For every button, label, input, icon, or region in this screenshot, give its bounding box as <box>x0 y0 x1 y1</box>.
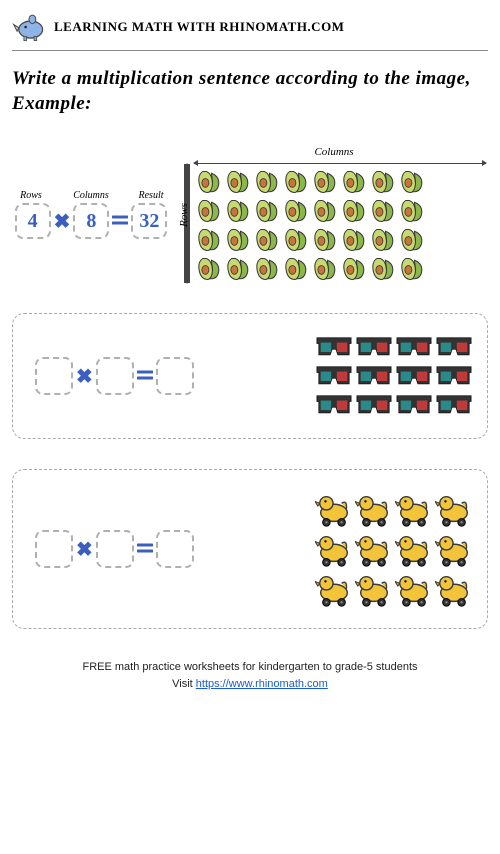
avocado-icon <box>339 226 367 254</box>
example-result-box: 32 <box>131 203 167 239</box>
example-item-grid <box>194 168 488 283</box>
equals-op <box>137 365 153 388</box>
avocado-icon <box>252 197 280 225</box>
avocado-icon <box>310 255 338 283</box>
3d-glasses-icon <box>395 363 433 390</box>
example-rows-box: 4 <box>15 203 51 239</box>
problem-2-result-box[interactable] <box>156 530 194 568</box>
duck-cart-icon <box>395 530 433 568</box>
duck-cart-icon <box>435 490 473 528</box>
avocado-icon <box>194 255 222 283</box>
problem-card-1: ✖ <box>12 313 488 439</box>
example-section: Rows Columns Result 4 ✖ 8 32 Columns Row… <box>12 146 488 283</box>
avocado-icon <box>397 255 425 283</box>
equals-op <box>112 210 128 233</box>
columns-arrow <box>194 160 486 166</box>
avocado-icon <box>281 197 309 225</box>
problem-1-item-grid <box>315 334 473 418</box>
multiply-op: ✖ <box>76 537 93 562</box>
equation-labels: Rows Columns Result <box>12 190 170 201</box>
rows-axis-label: Rows <box>178 203 190 227</box>
avocado-icon <box>397 226 425 254</box>
duck-cart-icon <box>395 570 433 608</box>
avocado-icon <box>223 226 251 254</box>
duck-cart-icon <box>355 490 393 528</box>
avocado-icon <box>339 255 367 283</box>
avocado-icon <box>194 197 222 225</box>
3d-glasses-icon <box>435 334 473 361</box>
avocado-icon <box>252 168 280 196</box>
problem-1-rows-box[interactable] <box>35 357 73 395</box>
page-header: LEARNING MATH WITH RHINOMATH.COM <box>12 12 488 42</box>
problem-2-equation: ✖ <box>35 530 194 568</box>
header-divider <box>12 50 488 51</box>
avocado-icon <box>252 255 280 283</box>
avocado-icon <box>368 255 396 283</box>
3d-glasses-icon <box>315 334 353 361</box>
avocado-icon <box>339 168 367 196</box>
avocado-icon <box>281 255 309 283</box>
footer-line-1: FREE math practice worksheets for kinder… <box>12 659 488 676</box>
avocado-icon <box>368 197 396 225</box>
3d-glasses-icon <box>355 392 393 419</box>
avocado-icon <box>310 197 338 225</box>
duck-cart-icon <box>435 570 473 608</box>
duck-cart-icon <box>355 530 393 568</box>
columns-axis-label: Columns <box>180 146 488 158</box>
3d-glasses-icon <box>395 392 433 419</box>
example-equation-block: Rows Columns Result 4 ✖ 8 32 <box>12 190 170 239</box>
avocado-icon <box>397 168 425 196</box>
avocado-icon <box>368 168 396 196</box>
avocado-icon <box>368 226 396 254</box>
3d-glasses-icon <box>315 363 353 390</box>
problem-2-cols-box[interactable] <box>96 530 134 568</box>
problem-2-rows-box[interactable] <box>35 530 73 568</box>
3d-glasses-icon <box>435 392 473 419</box>
3d-glasses-icon <box>355 363 393 390</box>
instructions-text: Write a multiplication sentence accordin… <box>12 67 488 116</box>
problem-card-2: ✖ <box>12 469 488 629</box>
label-result: Result <box>132 190 170 201</box>
problem-2-item-grid <box>315 490 473 608</box>
footer-line-2: Visit https://www.rhinomath.com <box>12 676 488 693</box>
problem-1-result-box[interactable] <box>156 357 194 395</box>
duck-cart-icon <box>435 530 473 568</box>
problem-1-equation: ✖ <box>35 357 194 395</box>
avocado-icon <box>339 197 367 225</box>
avocado-icon <box>194 168 222 196</box>
equals-op <box>137 538 153 561</box>
avocado-icon <box>223 168 251 196</box>
multiply-op: ✖ <box>76 364 93 389</box>
example-equation: 4 ✖ 8 32 <box>15 203 168 239</box>
duck-cart-icon <box>395 490 433 528</box>
duck-cart-icon <box>315 570 353 608</box>
problem-1-cols-box[interactable] <box>96 357 134 395</box>
multiply-op: ✖ <box>54 209 71 234</box>
avocado-icon <box>281 168 309 196</box>
duck-cart-icon <box>315 530 353 568</box>
duck-cart-icon <box>355 570 393 608</box>
avocado-icon <box>397 197 425 225</box>
avocado-icon <box>194 226 222 254</box>
footer-link[interactable]: https://www.rhinomath.com <box>196 678 328 690</box>
example-grid-wrap: Columns Rows <box>180 146 488 283</box>
label-columns: Columns <box>72 190 110 201</box>
label-rows: Rows <box>12 190 50 201</box>
3d-glasses-icon <box>435 363 473 390</box>
avocado-icon <box>310 226 338 254</box>
page-footer: FREE math practice worksheets for kinder… <box>12 659 488 692</box>
3d-glasses-icon <box>395 334 433 361</box>
3d-glasses-icon <box>355 334 393 361</box>
avocado-icon <box>223 255 251 283</box>
avocado-icon <box>310 168 338 196</box>
avocado-icon <box>223 197 251 225</box>
rhino-logo-icon <box>12 12 46 42</box>
avocado-icon <box>281 226 309 254</box>
duck-cart-icon <box>315 490 353 528</box>
3d-glasses-icon <box>315 392 353 419</box>
header-title: LEARNING MATH WITH RHINOMATH.COM <box>54 19 344 35</box>
avocado-icon <box>252 226 280 254</box>
example-cols-box: 8 <box>73 203 109 239</box>
